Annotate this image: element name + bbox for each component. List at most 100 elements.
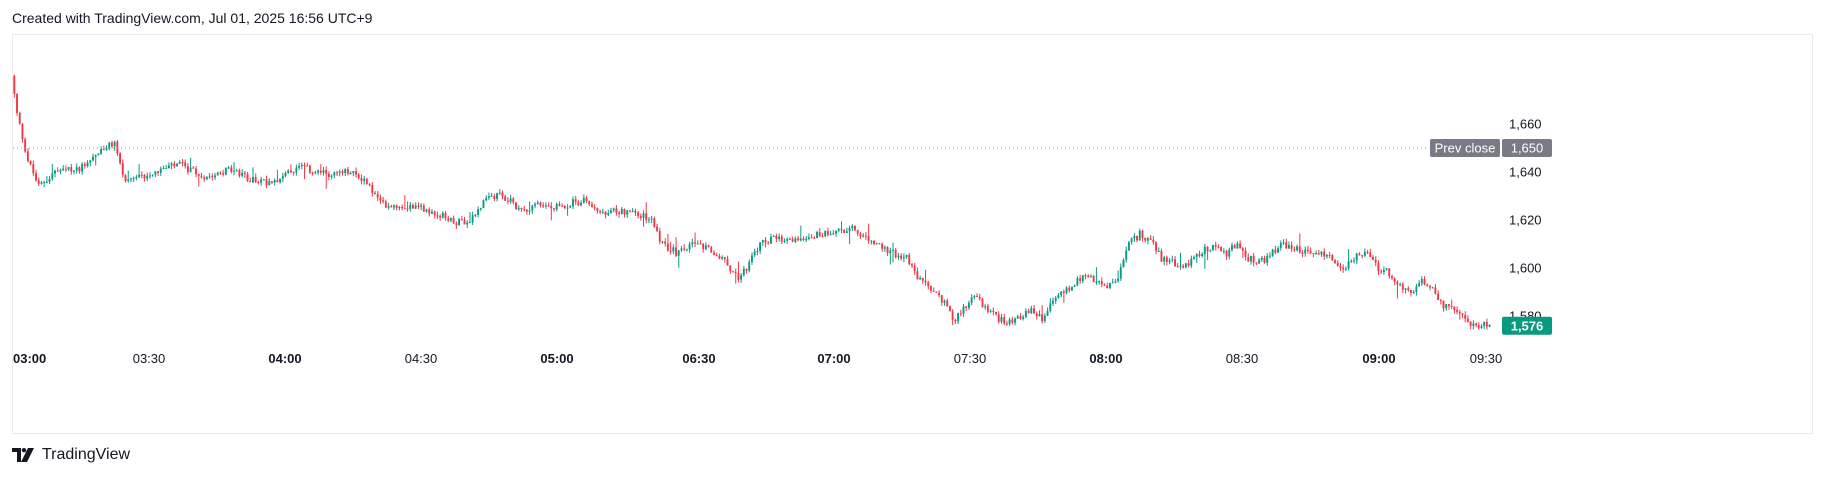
candle-body xyxy=(807,237,810,239)
candle-body xyxy=(1350,260,1353,262)
candle-body xyxy=(24,139,27,152)
candle-body xyxy=(900,255,903,259)
candle-body xyxy=(273,180,276,183)
candle-body xyxy=(797,238,800,241)
candle-body xyxy=(1225,251,1228,257)
candle-body xyxy=(138,174,141,178)
candle-body xyxy=(311,172,314,174)
candle-body xyxy=(1027,310,1030,314)
x-tick-label: 09:00 xyxy=(1362,351,1395,366)
candle-body xyxy=(867,236,870,241)
candle-body xyxy=(721,257,724,259)
candle-body xyxy=(1447,304,1450,307)
candle-body xyxy=(287,170,290,174)
candle-body xyxy=(393,205,395,208)
candle-body xyxy=(35,173,37,181)
candle-body xyxy=(1260,257,1263,260)
candle-body xyxy=(1312,253,1315,255)
candle-body xyxy=(40,182,43,184)
prev-close-value: 1,650 xyxy=(1511,140,1544,155)
candle-body xyxy=(1437,293,1440,300)
candle-body xyxy=(997,314,1000,322)
candle-body xyxy=(1179,265,1182,267)
candle-body xyxy=(73,170,75,172)
candle-body xyxy=(246,174,249,181)
candle-body xyxy=(628,210,631,212)
candle-body xyxy=(151,174,154,176)
candle-body xyxy=(1407,288,1410,291)
candle-body xyxy=(1122,259,1125,268)
candle-body xyxy=(531,205,534,211)
candle-body xyxy=(873,240,875,245)
candle-body xyxy=(767,242,770,244)
candle-body xyxy=(355,171,357,175)
candle-body xyxy=(1464,314,1467,319)
candle-body xyxy=(919,277,922,280)
tradingview-logo-icon xyxy=(12,448,34,462)
candle-body xyxy=(753,251,756,256)
candle-body xyxy=(542,205,545,207)
chart-frame[interactable]: Prev close 1,650 1,660 1,640 1,620 1,600 1,580… xyxy=(12,34,1813,434)
candle-body xyxy=(135,177,138,179)
candle-body xyxy=(1033,308,1035,314)
candle-body xyxy=(300,164,303,166)
candle-body xyxy=(1372,257,1374,260)
candle-body xyxy=(544,205,547,207)
candle-body xyxy=(94,155,97,157)
candle-body xyxy=(1108,282,1111,289)
candle-body xyxy=(1081,275,1084,281)
candle-body xyxy=(569,206,572,208)
candle-body xyxy=(840,229,843,231)
prev-close-value-box xyxy=(1502,138,1552,157)
y-tick-label: 1,600 xyxy=(1509,261,1542,276)
candle-body xyxy=(870,240,873,242)
candle-body xyxy=(913,265,916,272)
candle-body xyxy=(148,175,151,177)
candle-body xyxy=(1111,282,1114,284)
candle-body xyxy=(1073,285,1076,287)
candle-body xyxy=(772,235,775,237)
candle-body xyxy=(233,170,235,172)
candle-body xyxy=(948,306,951,312)
candle-body xyxy=(1117,278,1120,282)
candle-body xyxy=(661,241,664,243)
candle-body xyxy=(1428,286,1431,288)
x-tick-label: 03:00 xyxy=(13,351,46,366)
candle-body xyxy=(395,205,398,209)
candle-body xyxy=(769,236,772,244)
candle-body xyxy=(265,179,268,186)
candle-body xyxy=(298,165,301,168)
candle-body xyxy=(959,313,962,315)
candle-body xyxy=(710,247,713,253)
candle-body xyxy=(1217,246,1220,248)
candle-body xyxy=(1146,238,1149,241)
candle-body xyxy=(1361,255,1364,257)
candle-body xyxy=(729,265,732,272)
candle-body xyxy=(1184,263,1187,268)
candle-body xyxy=(1144,237,1147,241)
candle-body xyxy=(346,169,349,174)
candle-body xyxy=(745,268,748,271)
candle-body xyxy=(639,215,642,218)
candle-body xyxy=(1152,239,1155,243)
candle-body xyxy=(536,202,539,205)
candle-body xyxy=(444,212,447,219)
candle-body xyxy=(1325,255,1328,257)
candle-body xyxy=(1201,253,1204,256)
candle-body xyxy=(292,172,295,174)
candle-body xyxy=(463,219,466,225)
candle-body xyxy=(235,170,238,172)
candle-body xyxy=(799,238,802,241)
candle-body xyxy=(883,247,886,249)
candle-body xyxy=(932,290,935,292)
candlestick-chart[interactable]: Prev close 1,6501,6601,6401,6201,6001,580… xyxy=(13,35,1814,435)
candle-body xyxy=(588,201,591,205)
candle-body xyxy=(856,230,859,234)
candle-body xyxy=(561,205,564,207)
candle-body xyxy=(338,171,341,173)
candle-body xyxy=(889,250,892,254)
candle-body xyxy=(1163,257,1166,262)
candle-body xyxy=(414,205,417,209)
candle-body xyxy=(176,163,178,167)
candle-body xyxy=(1079,278,1082,281)
